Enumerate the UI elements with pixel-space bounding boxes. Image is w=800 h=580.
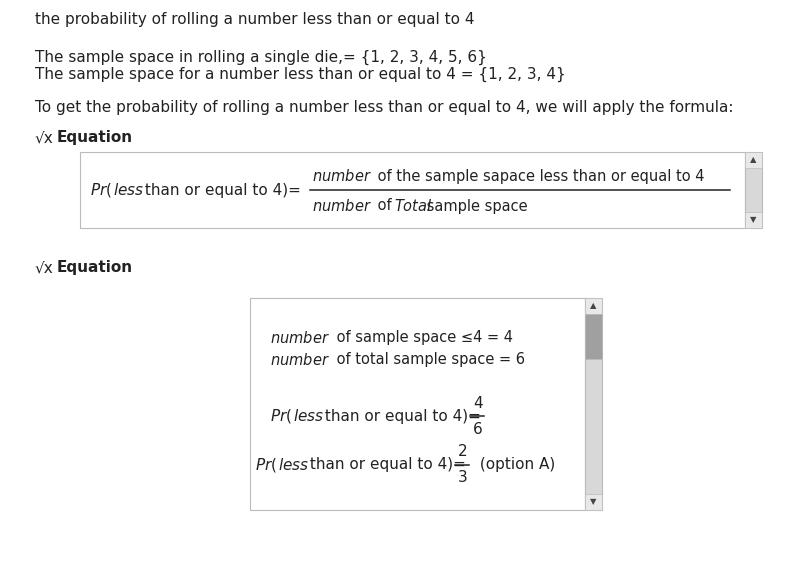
Text: Equation: Equation	[57, 130, 133, 145]
Bar	[585, 314, 602, 359]
Text: ▲: ▲	[590, 302, 597, 310]
Bar	[585, 298, 602, 510]
Bar	[745, 212, 762, 228]
Bar	[250, 298, 585, 510]
Text: of the sample sapace less than or equal to 4: of the sample sapace less than or equal …	[373, 169, 705, 183]
Text: The sample space in rolling a single die,= {1, 2, 3, 4, 5, 6}: The sample space in rolling a single die…	[35, 50, 487, 65]
Text: ▲: ▲	[750, 155, 757, 165]
Bar	[585, 298, 602, 314]
Text: $number$: $number$	[270, 330, 330, 346]
Text: $number$: $number$	[312, 168, 372, 184]
Text: ▼: ▼	[590, 498, 597, 506]
Bar	[585, 494, 602, 510]
Text: of total sample space = 6: of total sample space = 6	[332, 352, 525, 367]
Text: To get the probability of rolling a number less than or equal to 4, we will appl: To get the probability of rolling a numb…	[35, 100, 734, 115]
Bar	[745, 152, 762, 228]
Text: $Pr($: $Pr($	[255, 456, 277, 474]
Text: than or equal to 4)=: than or equal to 4)=	[305, 458, 466, 473]
Text: the probability of rolling a number less than or equal to 4: the probability of rolling a number less…	[35, 12, 474, 27]
Text: Equation: Equation	[57, 260, 133, 275]
Text: of sample space ≤4 = 4: of sample space ≤4 = 4	[332, 330, 513, 345]
Text: $Pr($: $Pr($	[270, 407, 292, 425]
Text: (option A): (option A)	[475, 458, 555, 473]
Text: sample space: sample space	[422, 198, 528, 213]
Text: than or equal to 4)=: than or equal to 4)=	[320, 408, 481, 423]
Text: $less$: $less$	[278, 457, 309, 473]
Text: √x: √x	[35, 260, 54, 275]
Text: ▼: ▼	[750, 216, 757, 224]
Text: $number$: $number$	[312, 198, 372, 214]
Text: $Pr($: $Pr($	[90, 181, 112, 199]
Text: 2: 2	[458, 444, 468, 459]
Text: of: of	[373, 198, 396, 213]
Text: The sample space for a number less than or equal to 4 = {1, 2, 3, 4}: The sample space for a number less than …	[35, 67, 566, 82]
Bar	[80, 152, 745, 228]
Text: 3: 3	[458, 470, 468, 485]
Text: 4: 4	[473, 396, 482, 411]
Text: $Total$: $Total$	[394, 198, 433, 214]
Text: $less$: $less$	[113, 182, 144, 198]
Bar	[745, 152, 762, 168]
Text: $number$: $number$	[270, 352, 330, 368]
Text: √x: √x	[35, 130, 54, 145]
Text: than or equal to 4)=: than or equal to 4)=	[140, 183, 301, 198]
Text: $less$: $less$	[293, 408, 324, 424]
Text: 6: 6	[473, 422, 482, 437]
